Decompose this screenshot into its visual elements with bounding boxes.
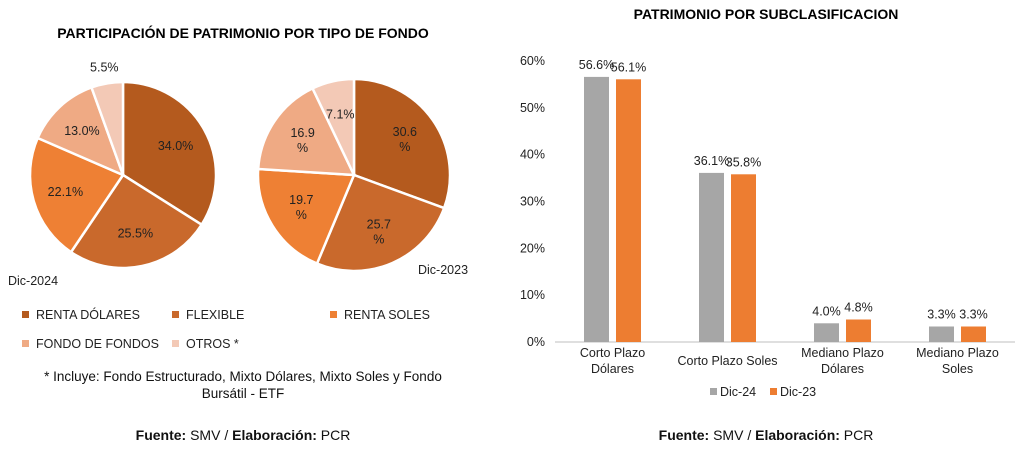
y-tick-label: 0% (527, 335, 545, 349)
pie-data-label-renta-dolares: 30.6% (393, 125, 417, 154)
source-left-label: Fuente: (136, 427, 187, 443)
source-left-text: SMV / (186, 427, 232, 443)
pie-slice-otros (310, 77, 356, 176)
pie-slice-renta-soles (256, 167, 356, 266)
pie-data-label-renta-soles: 19.7% (289, 193, 313, 222)
bar-data-label-dic-23: 3.3% (959, 308, 988, 322)
pie-label-dic-2024: Dic-2024 (8, 274, 58, 288)
source-right: Fuente: SMV / Elaboración: PCR (659, 427, 874, 443)
y-tick-label: 50% (520, 101, 545, 115)
x-tick-label: Corto Plazo Dólares (580, 346, 645, 376)
pie-legend: RENTA DÓLARES FLEXIBLE RENTA SOLES FONDO DE… (22, 307, 430, 351)
bar-data-label-dic-24: 3.3% (927, 308, 956, 322)
footnote-line-2: Bursátil - ETF (202, 386, 285, 401)
bar-dic-23 (616, 79, 641, 343)
pie-legend-swatch-otros (172, 340, 179, 347)
pie-slice-flexible (69, 173, 204, 270)
footnote-line-1: * Incluye: Fondo Estructurado, Mixto Dól… (44, 369, 442, 384)
pie-legend-swatch-renta-soles (330, 311, 337, 318)
pie-chart-dic-2023: 30.6 % 25.7 % 19.7 % 16.9 % 7.1% (256, 77, 452, 273)
y-tick-label: 10% (520, 288, 545, 302)
bar-dic-23 (731, 174, 756, 342)
bar-data-label-dic-24: 36.1% (694, 154, 729, 168)
bar-data-label-dic-23: 4.8% (844, 301, 873, 315)
bar-dic-23 (961, 326, 986, 342)
pie-data-label-flexible: 25.5% (118, 227, 153, 241)
pie-data-label-renta-dolares: 34.0% (158, 139, 193, 153)
pie-slice-renta-soles (28, 136, 125, 254)
pie-legend-label-otros: OTROS * (186, 337, 239, 351)
bar-dic-24 (699, 172, 724, 342)
pie-chart-dic-2024: 34.0% 25.5% 22.1% 13.0% 5.5% (28, 61, 218, 270)
pie-data-label-renta-soles: 22.1% (48, 185, 83, 199)
bar-data-label-dic-24: 56.6% (579, 58, 614, 72)
source-right-label: Fuente: (659, 427, 710, 443)
pie-data-label-fondo-de-fondos: 13.0% (64, 124, 99, 138)
pie-legend-label-flexible: FLEXIBLE (186, 308, 244, 322)
pie-legend-swatch-renta-dolares (22, 311, 29, 318)
elaboration-left-text: PCR (317, 427, 350, 443)
pie-slice-flexible (315, 173, 446, 273)
pie-legend-label-renta-soles: RENTA SOLES (344, 308, 430, 322)
bar-legend-swatch-dic-24 (710, 388, 717, 395)
pie-data-label-otros: 7.1% (326, 108, 355, 122)
bar-dic-23 (846, 319, 871, 342)
x-tick-label: Mediano Plazo Soles (916, 346, 999, 376)
bar-data-label-dic-24: 4.0% (812, 304, 841, 318)
pie-slice-renta-dolares (352, 77, 452, 210)
bar-legend-label-dic-23: Dic-23 (780, 385, 816, 399)
y-tick-label: 60% (520, 54, 545, 68)
pie-data-label-flexible: 25.7% (367, 217, 391, 246)
bar-legend-swatch-dic-23 (770, 388, 777, 395)
pie-data-label-otros: 5.5% (90, 61, 119, 75)
pie-slice-fondo-de-fondos (256, 86, 357, 177)
bar-data-label-dic-23: 35.8% (726, 155, 761, 169)
y-tick-label: 30% (520, 195, 545, 209)
y-tick-label: 40% (520, 148, 545, 162)
x-tick-label: Corto Plazo Soles (677, 354, 777, 368)
pie-legend-label-renta-dolares: RENTA DÓLARES (36, 307, 140, 322)
pie-legend-swatch-flexible (172, 311, 179, 318)
y-tick-label: 20% (520, 241, 545, 255)
elaboration-left-label: Elaboración: (232, 427, 317, 443)
bar-legend-label-dic-24: Dic-24 (720, 385, 756, 399)
pie-legend-swatch-fondo-de-fondos (22, 340, 29, 347)
bar-data-label-dic-23: 56.1% (611, 60, 646, 74)
bar-dic-24 (814, 323, 839, 342)
pie-slice-fondo-de-fondos (36, 85, 126, 178)
source-left: Fuente: SMV / Elaboración: PCR (136, 427, 351, 443)
pie-panel-title: PARTICIPACIÓN DE PATRIMONIO POR TIPO DE … (57, 24, 429, 41)
bar-chart: 0% 10% 20% 30% 40% 50% 60% 56.6%56.1% Corto Plaz… (520, 54, 1015, 376)
bar-dic-24 (929, 326, 954, 342)
pie-slice-otros (89, 80, 125, 176)
pie-legend-label-fondo-de-fondos: FONDO DE FONDOS (36, 337, 159, 351)
bar-legend: Dic-24 Dic-23 (710, 385, 816, 399)
x-tick-label: Mediano Plazo Dólares (801, 346, 884, 376)
pie-label-dic-2023: Dic-2023 (418, 263, 468, 277)
pie-data-label-fondo-de-fondos: 16.9% (290, 126, 314, 155)
elaboration-right-text: PCR (840, 427, 873, 443)
bar-chart-title: PATRIMONIO POR SUBCLASIFICACION (634, 6, 899, 22)
elaboration-right-label: Elaboración: (755, 427, 840, 443)
source-right-text: SMV / (709, 427, 755, 443)
bar-dic-24 (584, 76, 609, 343)
